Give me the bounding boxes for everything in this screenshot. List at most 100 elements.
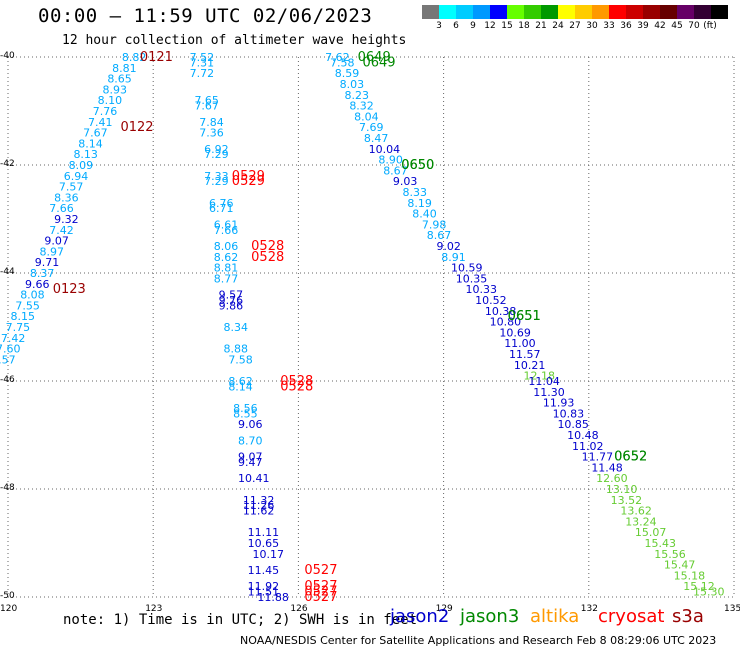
wave-height-label: 15.30 — [693, 586, 725, 599]
wave-height-label: 8.90 — [378, 154, 403, 167]
wave-height-label: 10.48 — [567, 429, 599, 442]
colorbar-swatch — [541, 5, 558, 19]
pass-time-label: 0528 — [280, 374, 313, 389]
credit-line: NOAA/NESDIS Center for Satellite Applica… — [240, 634, 717, 647]
wave-height-label: 13.52 — [611, 494, 643, 507]
wave-height-label: 6.71 — [209, 202, 234, 215]
y-tick-label: -42 — [0, 159, 15, 169]
wave-height-label: 7.69 — [359, 121, 384, 134]
wave-height-label: 7.52 — [190, 51, 215, 64]
wave-height-label: 10.69 — [499, 326, 531, 339]
colorbar-swatch — [473, 5, 490, 19]
colorbar-label: 30 — [586, 21, 598, 31]
wave-height-label: 8.97 — [40, 245, 64, 258]
wave-height-label: 7.33 — [204, 170, 229, 183]
wave-height-label: 13.62 — [620, 505, 652, 518]
colorbar-swatch — [711, 5, 728, 19]
wave-height-label: 8.81 — [112, 62, 137, 75]
wave-height-label: 7.72 — [190, 67, 215, 80]
wave-height-label: 8.34 — [223, 321, 248, 334]
pass-time-label: 0649 — [362, 55, 395, 70]
pass-time-label: 0529 — [232, 169, 265, 184]
wave-height-label: 8.65 — [107, 73, 132, 86]
wave-height-label: 13.10 — [606, 483, 638, 496]
wave-height-label: 8.14 — [228, 380, 253, 393]
colorbar-swatch — [677, 5, 694, 19]
y-tick-label: -46 — [0, 375, 15, 385]
colorbar-swatch — [439, 5, 456, 19]
wave-height-label: 7.29 — [204, 175, 229, 188]
colorbar-label: 21 — [535, 21, 547, 31]
wave-height-label: 8.93 — [102, 83, 127, 96]
pass-time-label: 0527 — [304, 590, 337, 605]
colorbar-label: 33 — [603, 21, 615, 31]
y-tick-label: -40 — [0, 51, 15, 61]
colorbar-swatch — [660, 5, 677, 19]
wave-height-label: 8.06 — [214, 240, 239, 253]
colorbar-swatch — [694, 5, 711, 19]
pass-time-label: 0527 — [304, 563, 337, 578]
wave-height-label: 8.04 — [354, 110, 379, 123]
y-tick-label: -48 — [0, 483, 15, 493]
wave-height-label: 8.09 — [69, 159, 94, 172]
wave-height-label: 11.62 — [243, 505, 275, 518]
wave-height-label: 11.26 — [243, 499, 275, 512]
wave-height-label: 6.76 — [209, 197, 234, 210]
pass-time-label: 0529 — [232, 174, 265, 189]
pass-time-label: 0649 — [358, 50, 391, 65]
wave-height-label: 8.59 — [335, 67, 360, 80]
colorbar-swatch — [592, 5, 609, 19]
x-tick-label: 135 — [724, 604, 740, 614]
wave-height-label: 15.12 — [683, 580, 715, 593]
wave-height-label: 7.65 — [194, 94, 219, 107]
wave-height-label: 10.80 — [490, 316, 522, 329]
colorbar-label: 36 — [620, 21, 632, 31]
colorbar-swatch — [524, 5, 541, 19]
wave-height-label: 8.37 — [30, 267, 54, 280]
wave-height-label: 8.03 — [340, 78, 365, 91]
wave-height-label: 8.15 — [11, 310, 36, 323]
wave-height-label: 8.62 — [228, 375, 253, 388]
lat-lon-grid — [7, 56, 735, 598]
wave-height-label: 12.60 — [596, 472, 628, 485]
colorbar-label: 6 — [453, 21, 459, 31]
wave-height-label: 8.10 — [98, 94, 123, 107]
wave-height-label: 8.23 — [344, 89, 369, 102]
wave-height-label: 10.59 — [451, 262, 483, 275]
wave-height-label: 8.08 — [20, 289, 45, 302]
satellite-legend-item: s3a — [672, 606, 704, 627]
wave-height-label: 7.66 — [49, 202, 74, 215]
satellite-legend-item: jason3 — [460, 606, 520, 627]
colorbar-swatch — [558, 5, 575, 19]
wave-height-label: 7.36 — [199, 127, 224, 140]
pass-time-label: 0527 — [304, 585, 337, 600]
wave-height-label: 11.02 — [572, 440, 604, 453]
y-tick-label: -50 — [0, 591, 15, 601]
wave-height-label: 11.51 — [248, 586, 280, 599]
colorbar-label: 42 — [654, 21, 666, 31]
colorbar-swatch — [609, 5, 626, 19]
wave-height-label: 8.81 — [214, 262, 239, 275]
colorbar-label: 12 — [484, 21, 496, 31]
wave-height-label: 8.32 — [349, 100, 374, 113]
colorbar-swatch — [490, 5, 507, 19]
wave-height-label: 10.04 — [369, 143, 401, 156]
satellite-legend-item: altika — [530, 606, 580, 627]
wave-height-label: 9.03 — [393, 175, 418, 188]
wave-height-label: 11.48 — [591, 461, 623, 474]
colorbar-swatch — [422, 5, 439, 19]
wave-height-label: 10.65 — [248, 537, 280, 550]
colorbar-swatch — [626, 5, 643, 19]
wave-height-label: 7.55 — [15, 299, 40, 312]
pass-time-label: 0123 — [53, 282, 86, 297]
wave-height-label: 11.04 — [528, 375, 560, 388]
wave-height-label: 11.00 — [504, 337, 536, 350]
wave-height-label: 7.84 — [199, 116, 224, 129]
wave-height-label: 11.93 — [543, 397, 575, 410]
wave-height-label: 15.43 — [645, 537, 677, 550]
wave-height-label: 8.36 — [54, 191, 79, 204]
pass-time-label: 0528 — [251, 250, 284, 265]
map-title: 00:00 — 11:59 UTC 02/06/2023 — [38, 5, 373, 27]
